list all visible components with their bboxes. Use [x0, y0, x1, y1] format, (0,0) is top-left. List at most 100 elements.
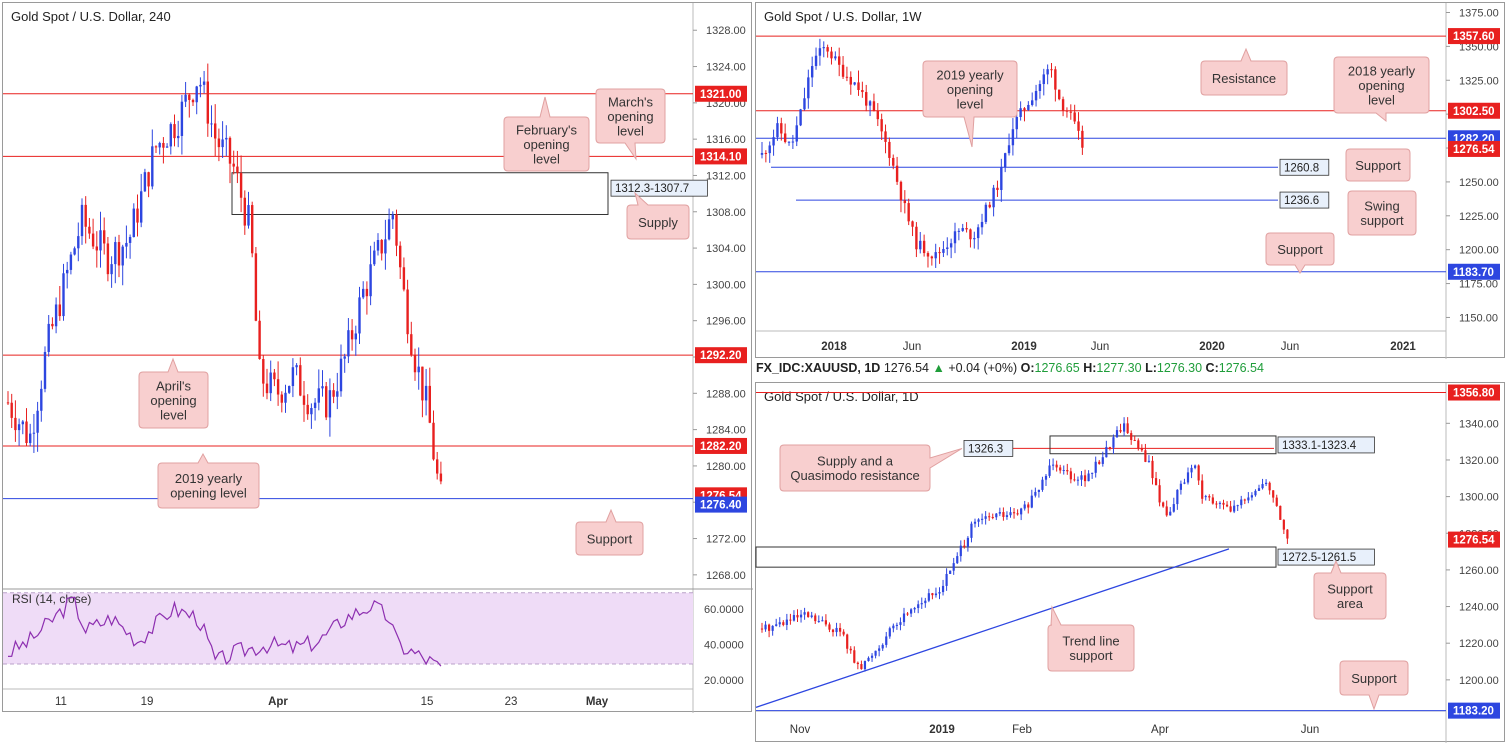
- candle-body: [810, 66, 814, 78]
- weekly-price-tag: 1276.54: [1453, 144, 1495, 156]
- candle-body: [973, 238, 976, 240]
- candle-body: [1112, 437, 1115, 448]
- candle-body: [25, 421, 28, 444]
- candle-body: [1038, 84, 1042, 91]
- candle-body: [232, 163, 235, 167]
- candle-body: [1183, 482, 1186, 484]
- h4-rsi-band: [3, 592, 693, 665]
- candle-body: [43, 351, 47, 389]
- candle-body: [1091, 472, 1094, 474]
- candle-body: [1194, 465, 1197, 468]
- candle-body: [1282, 519, 1285, 530]
- candle-body: [1215, 503, 1218, 505]
- candle-body: [984, 516, 987, 519]
- candle-body: [792, 615, 796, 621]
- weekly-chart-panel[interactable]: Gold Spot / U.S. Dollar, 1W 1375.00 1350.…: [755, 2, 1506, 359]
- daily-chart-svg[interactable]: 1340.001320.001300.001280.001260.001240.…: [755, 383, 1506, 743]
- candle-body: [949, 570, 952, 574]
- candle-body: [977, 519, 980, 522]
- h4-callout-supply-bubble: [626, 191, 690, 240]
- daily-callout-support-area-text: area: [1337, 596, 1364, 611]
- candle-body: [1080, 475, 1083, 480]
- candle-body: [817, 620, 820, 622]
- ticker-low-label: L:: [1145, 361, 1157, 375]
- daily-price-tag: 1276.54: [1453, 535, 1495, 547]
- weekly-level-label: 1260.8: [1284, 162, 1319, 174]
- candle-body: [206, 81, 209, 124]
- candle-body: [421, 366, 424, 401]
- candle-body: [1229, 506, 1232, 512]
- candle-body: [387, 219, 391, 240]
- candle-body: [302, 395, 306, 405]
- weekly-callout-2018-level-text: level: [1368, 92, 1395, 107]
- candle-body: [991, 516, 994, 518]
- h4-callout-february-level-text: level: [533, 151, 560, 166]
- candle-body: [243, 197, 246, 226]
- candle-body: [1108, 446, 1111, 448]
- daily-chart-panel[interactable]: Gold Spot / U.S. Dollar, 1D 1340.00 1320.…: [755, 382, 1506, 743]
- ticker-close-label: C:: [1205, 361, 1219, 375]
- weekly-callout-support: Support: [1345, 148, 1411, 182]
- weekly-y-tick-label: 1200.00: [1459, 245, 1499, 257]
- candle-body: [814, 55, 818, 67]
- h4-chart-panel[interactable]: Gold Spot / U.S. Dollar, 240 1328.00 1324…: [2, 2, 753, 713]
- candle-body: [195, 86, 198, 103]
- candle-body: [830, 51, 833, 59]
- ticker-symbol: FX_IDC:XAUUSD, 1D: [756, 361, 881, 375]
- candle-body: [807, 612, 810, 617]
- candle-body: [62, 273, 65, 317]
- candle-body: [961, 228, 964, 231]
- daily-y-tick-label: 1240.00: [1459, 602, 1499, 614]
- daily-price-tag-bg: [1448, 531, 1500, 548]
- candle-body: [1081, 130, 1084, 148]
- candle-body: [158, 142, 161, 148]
- h4-price-tag: 1314.10: [700, 151, 742, 163]
- h4-chart-svg[interactable]: 1328.001324.001320.001316.001312.001308.…: [3, 3, 753, 713]
- candle-body: [870, 655, 874, 658]
- candle-body: [988, 204, 991, 208]
- candle-body: [376, 239, 380, 251]
- h4-callout-yearly-level-bubble: [157, 452, 260, 509]
- candle-body: [856, 662, 859, 665]
- h4-y-tick-label: 1300.00: [706, 279, 746, 291]
- candle-body: [225, 137, 228, 140]
- candle-body: [228, 137, 232, 164]
- h4-y-tick-label: 1324.00: [706, 62, 746, 74]
- ticker-high: 1277.30: [1096, 361, 1142, 375]
- daily-callout-trend-line-text: support: [1069, 648, 1113, 663]
- candle-body: [949, 243, 953, 248]
- candle-body: [872, 101, 876, 111]
- candle-body: [1176, 489, 1179, 505]
- daily-callout-supply-text: Quasimodo resistance: [790, 468, 919, 483]
- candle-body: [21, 421, 24, 425]
- candle-body: [867, 657, 870, 662]
- daily-y-tick-label: 1320.00: [1459, 455, 1499, 467]
- candle-body: [941, 585, 945, 593]
- candle-body: [424, 385, 428, 401]
- candle-body: [984, 204, 988, 222]
- candle-body: [399, 245, 402, 268]
- candle-body: [147, 172, 150, 187]
- candle-body: [865, 92, 868, 106]
- weekly-chart-svg[interactable]: 1375.001350.001325.001300.001275.001250.…: [756, 3, 1506, 359]
- candle-body: [1083, 475, 1087, 482]
- weekly-x-tick-label: 2021: [1390, 341, 1416, 353]
- candle-body: [1147, 460, 1151, 462]
- candle-body: [47, 323, 50, 352]
- h4-callout-february-level-bubble: [503, 96, 590, 172]
- candle-body: [317, 388, 320, 403]
- daily-y-tick-label: 1220.00: [1459, 638, 1499, 650]
- h4-callout-support: Support: [575, 508, 644, 556]
- candle-body: [77, 236, 80, 249]
- ticker-high-label: H:: [1083, 361, 1097, 375]
- candle-body: [1054, 69, 1057, 90]
- weekly-level-label-bg: [1279, 191, 1330, 209]
- candle-body: [810, 615, 813, 617]
- candle-body: [247, 205, 250, 226]
- candle-body: [938, 252, 941, 254]
- candle-body: [73, 248, 76, 255]
- candle-body: [106, 243, 110, 275]
- candle-body: [988, 516, 991, 518]
- weekly-callout-support-bubble: [1345, 148, 1411, 182]
- candle-body: [952, 563, 955, 571]
